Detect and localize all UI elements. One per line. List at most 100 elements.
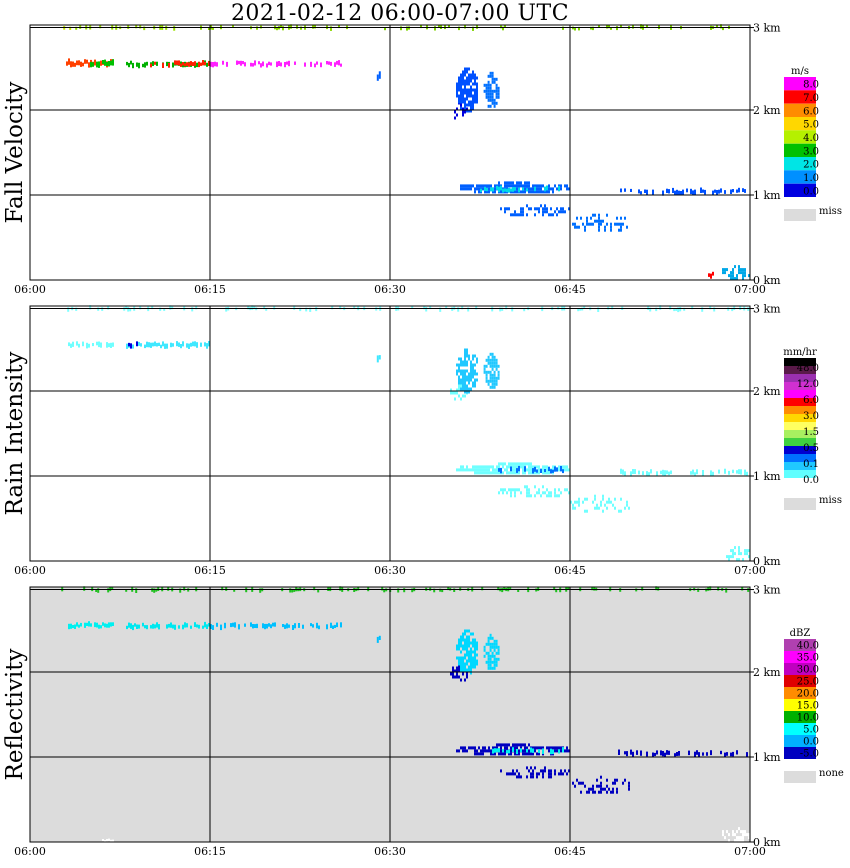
echo-feature (460, 181, 570, 194)
panel-1: 06:00 06:15 06:30 06:45 07:000 km 1 km 2 km 3 k… (2, 303, 842, 577)
legend-swatch (784, 143, 816, 157)
x-tick-label: 06:00 (14, 564, 46, 577)
legend-missing-label: none (819, 768, 844, 779)
echo-feature (456, 348, 478, 394)
echo-feature (68, 341, 114, 349)
legend-unit: mm/hr (783, 347, 817, 358)
legend-swatch (784, 462, 816, 470)
legend-label: 48.0 (797, 363, 819, 374)
echo-feature (126, 341, 210, 349)
echo-feature (210, 622, 342, 631)
y-tick-label: 1 km (753, 470, 781, 483)
y-tick-label: 0 km (753, 836, 781, 849)
x-tick-label: 06:00 (14, 283, 46, 296)
legend-swatch (784, 130, 816, 144)
legend-swatch (784, 663, 816, 675)
legend-swatch (784, 639, 816, 651)
legend-label: 0.0 (803, 475, 819, 486)
x-tick-label: 07:00 (734, 564, 766, 577)
x-tick-label: 06:45 (554, 283, 586, 296)
legend-swatch (784, 675, 816, 687)
plot-frame (29, 24, 751, 281)
legend-swatch (784, 735, 816, 747)
legend-swatch (784, 446, 816, 454)
legend-label: 0.0 (803, 186, 819, 197)
echo-feature (498, 465, 564, 474)
legend-label: 0.0 (803, 737, 819, 748)
echo-feature (456, 67, 478, 113)
legend-swatch (784, 157, 816, 171)
legend-swatch (784, 651, 816, 663)
echo-feature (722, 827, 750, 843)
legend-label: 5.0 (803, 120, 819, 131)
legend-label: 4.0 (803, 133, 819, 144)
echo-layer (67, 305, 750, 562)
legend-label: 5.0 (803, 725, 819, 736)
legend-missing-swatch (784, 209, 816, 221)
x-tick-label: 06:00 (14, 845, 46, 858)
legend-unit: dBZ (790, 628, 811, 639)
legend-swatch (784, 747, 816, 759)
legend-label: 1.5 (803, 427, 819, 438)
legend-swatch (784, 398, 816, 406)
legend-swatch (784, 454, 816, 462)
legend-missing-label: miss (819, 495, 842, 506)
legend-swatch (784, 390, 816, 398)
legend-missing-swatch (784, 771, 816, 783)
y-tick-label: 0 km (753, 555, 781, 568)
echo-feature (128, 341, 138, 349)
y-tick-label: 2 km (753, 666, 781, 679)
x-tick-label: 07:00 (734, 845, 766, 858)
legend-swatch (784, 117, 816, 131)
panel-label: Rain Intensity (2, 351, 28, 515)
legend-swatch (784, 430, 816, 438)
echo-feature (498, 485, 570, 498)
x-tick-label: 06:45 (554, 564, 586, 577)
legend-label: -5.0 (800, 749, 819, 760)
grid-lines (30, 306, 750, 561)
echo-feature (726, 546, 750, 562)
legend-label: 0.1 (803, 459, 819, 470)
panel-0: 06:00 06:15 06:30 06:45 07:000 km 1 km 2 km 3 k… (2, 22, 842, 296)
legend-label: 25.0 (797, 677, 819, 688)
legend-swatch (784, 478, 816, 486)
legend-label: 3.0 (803, 411, 819, 422)
legend-label: 1.0 (803, 173, 819, 184)
legend-label: 0.5 (803, 443, 819, 454)
echo-feature (150, 60, 210, 68)
y-tick-label: 2 km (753, 104, 781, 117)
echo-feature (722, 265, 750, 281)
x-tick-label: 06:30 (374, 283, 406, 296)
panel-2: 06:00 06:15 06:30 06:45 07:000 km 1 km 2 km 3 k… (2, 584, 844, 858)
plot-frame (29, 586, 751, 843)
echo-feature (483, 71, 500, 108)
legend: dBZ 40.035.030.025.020.015.010.05.00.0-5.… (784, 628, 844, 783)
x-tick-label: 06:15 (194, 845, 226, 858)
legend-label: 10.0 (797, 713, 819, 724)
legend-swatch (784, 90, 816, 104)
y-tick-label: 0 km (753, 274, 781, 287)
legend-swatch (784, 374, 816, 382)
echo-feature (480, 185, 560, 193)
x-tick-label: 06:30 (374, 845, 406, 858)
legend-swatch (784, 103, 816, 117)
echo-layer (61, 586, 750, 843)
panel-label: Reflectivity (2, 649, 28, 781)
legend-label: 2.0 (803, 160, 819, 171)
legend-swatch (784, 723, 816, 735)
legend-swatch (784, 366, 816, 374)
y-tick-label: 1 km (753, 751, 781, 764)
y-tick-label: 3 km (753, 22, 781, 35)
legend-label: 6.0 (803, 395, 819, 406)
chart-title: 2021-02-12 06:00-07:00 UTC (230, 1, 570, 26)
echo-feature (620, 468, 748, 477)
y-tick-label: 3 km (753, 584, 781, 597)
y-tick-label: 2 km (753, 385, 781, 398)
legend-swatch (784, 170, 816, 184)
legend-label: 6.0 (803, 106, 819, 117)
legend-swatch (784, 382, 816, 390)
x-tick-label: 06:45 (554, 845, 586, 858)
echo-feature (102, 838, 114, 842)
